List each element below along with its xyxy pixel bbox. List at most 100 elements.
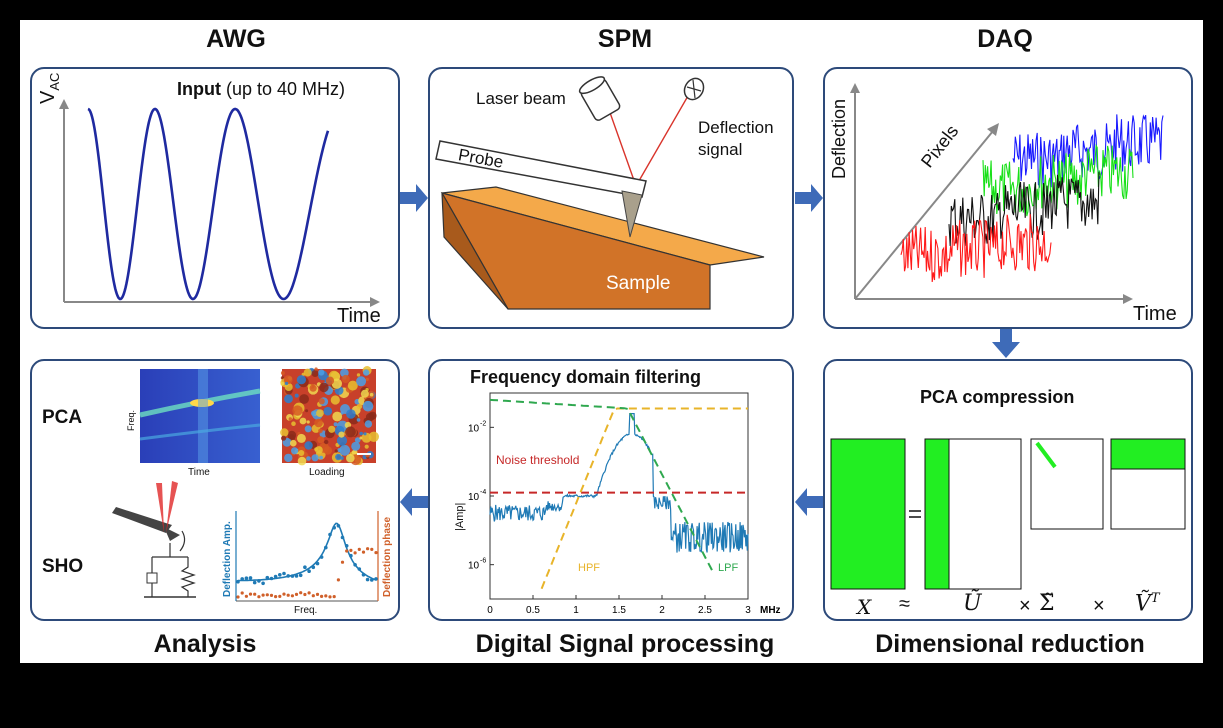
lpf-label: LPF — [718, 562, 738, 574]
loading-blob — [319, 382, 329, 393]
defl-phase-label: Deflection phase — [382, 516, 393, 597]
loading-blob — [299, 417, 307, 425]
sho-amp-fit — [238, 522, 377, 582]
pca-v-symbol: ṼT — [1135, 591, 1160, 616]
loading-blob — [339, 444, 351, 456]
loading-blob — [280, 371, 285, 375]
loading-blob — [356, 373, 361, 377]
loading-blob — [360, 389, 369, 398]
daq-z-axis — [854, 130, 994, 300]
arrow-daq-to-pca — [992, 329, 1020, 358]
sho-amp-point — [361, 573, 366, 577]
sho-phase-point — [294, 592, 299, 596]
awg-plot — [59, 99, 380, 307]
sho-amp-point — [252, 580, 257, 585]
sho-phase-point — [278, 594, 282, 598]
sho-amp-point — [340, 535, 345, 540]
awg-input-bold: Input — [177, 79, 221, 99]
sho-amp-point — [265, 575, 270, 580]
sho-amp-point — [303, 565, 307, 569]
pca-x-symbol: X — [857, 595, 872, 619]
loading-blob — [351, 441, 361, 451]
title-dsp: Digital Signal processing — [475, 630, 775, 658]
sho-amp-point — [332, 525, 337, 530]
awg-y-label: VAC — [37, 73, 62, 104]
sho-phase-point — [290, 594, 294, 598]
sho-tip — [164, 527, 180, 541]
sho-phase-point — [244, 594, 248, 598]
daq-trace-0 — [900, 214, 1052, 283]
loading-blob — [292, 405, 303, 416]
sho-phase-point — [261, 593, 265, 597]
loading-blob — [336, 435, 348, 446]
loading-blob — [299, 394, 309, 404]
loading-blob — [281, 435, 287, 441]
dsp-xtick-label: 1.5 — [612, 605, 626, 616]
sho-amp-point — [257, 579, 261, 583]
daq-trace-1 — [948, 172, 1100, 247]
sho-amp-point — [294, 574, 299, 578]
loading-blob — [347, 380, 358, 391]
sho-amp-point — [282, 571, 286, 576]
sho-amp-point — [344, 544, 349, 548]
panel-spm: Laser beam Deflection signal Probe Sampl… — [428, 67, 794, 329]
sho-phase-point — [265, 593, 269, 597]
title-analysis: Analysis — [153, 630, 257, 658]
loading-blob — [280, 428, 289, 437]
sho-amp-point — [336, 524, 341, 528]
loading-blob — [298, 450, 305, 456]
sho-phase-point — [361, 550, 366, 554]
loading-blob — [325, 376, 335, 385]
awg-x-label: Time — [337, 305, 381, 327]
title-spm: SPM — [597, 25, 653, 53]
sho-phase-point — [303, 592, 307, 597]
panel-awg: VAC Input (up to 40 MHz) Time — [30, 67, 400, 329]
loading-blob — [369, 392, 374, 397]
sho-amp-point — [374, 577, 378, 581]
matrix-u-fill — [924, 438, 950, 590]
spm-deflection-line1: Deflection — [698, 118, 774, 137]
loading-blob — [363, 369, 370, 376]
hpf-curve — [540, 407, 748, 590]
arrow-spm-to-daq — [795, 184, 823, 212]
analysis-pca-label: PCA — [42, 407, 83, 428]
dsp-xtick-label: 2 — [659, 605, 665, 616]
spectrogram-freq-label: Freq. — [126, 409, 136, 431]
loading-blob — [306, 420, 310, 424]
sho-amp-point — [261, 581, 265, 586]
laser-reflected — [635, 88, 693, 187]
sho-freq-label: Freq. — [294, 605, 318, 616]
loading-blob — [291, 447, 299, 455]
loading-blob — [364, 444, 369, 449]
loading-blob — [318, 428, 323, 434]
loading-blob — [294, 393, 299, 398]
sho-phase-point — [253, 592, 257, 596]
loading-blob — [287, 430, 297, 440]
dsp-xtick-label: 2.5 — [698, 605, 712, 616]
dsp-title: Frequency domain filtering — [470, 367, 702, 387]
daq-y-label: Deflection — [829, 98, 849, 179]
sho-phase-point — [366, 547, 370, 551]
loading-blob — [311, 410, 317, 416]
spectrum-trace — [489, 413, 749, 553]
loading-blob — [338, 431, 345, 438]
sho-amp-point — [328, 532, 332, 537]
loading-blob — [284, 381, 289, 386]
daq-x-label: Time — [1133, 303, 1177, 325]
dsp-plot-frame — [489, 392, 749, 600]
spm-sample-label: Sample — [606, 273, 671, 294]
sho-phase-point — [328, 595, 332, 599]
daq-plot — [850, 83, 1164, 304]
loading-blob — [323, 406, 333, 416]
sho-phase-point — [240, 591, 244, 595]
sho-phase-point — [307, 591, 311, 595]
sho-phase-point — [320, 594, 324, 598]
sho-phase-point — [340, 560, 345, 564]
sho-damper — [146, 572, 158, 584]
loading-blob — [306, 456, 311, 461]
sho-amp-point — [315, 561, 320, 566]
loading-blob — [335, 453, 342, 461]
daq-x-arrow — [1123, 294, 1133, 304]
loading-blob — [365, 377, 369, 382]
